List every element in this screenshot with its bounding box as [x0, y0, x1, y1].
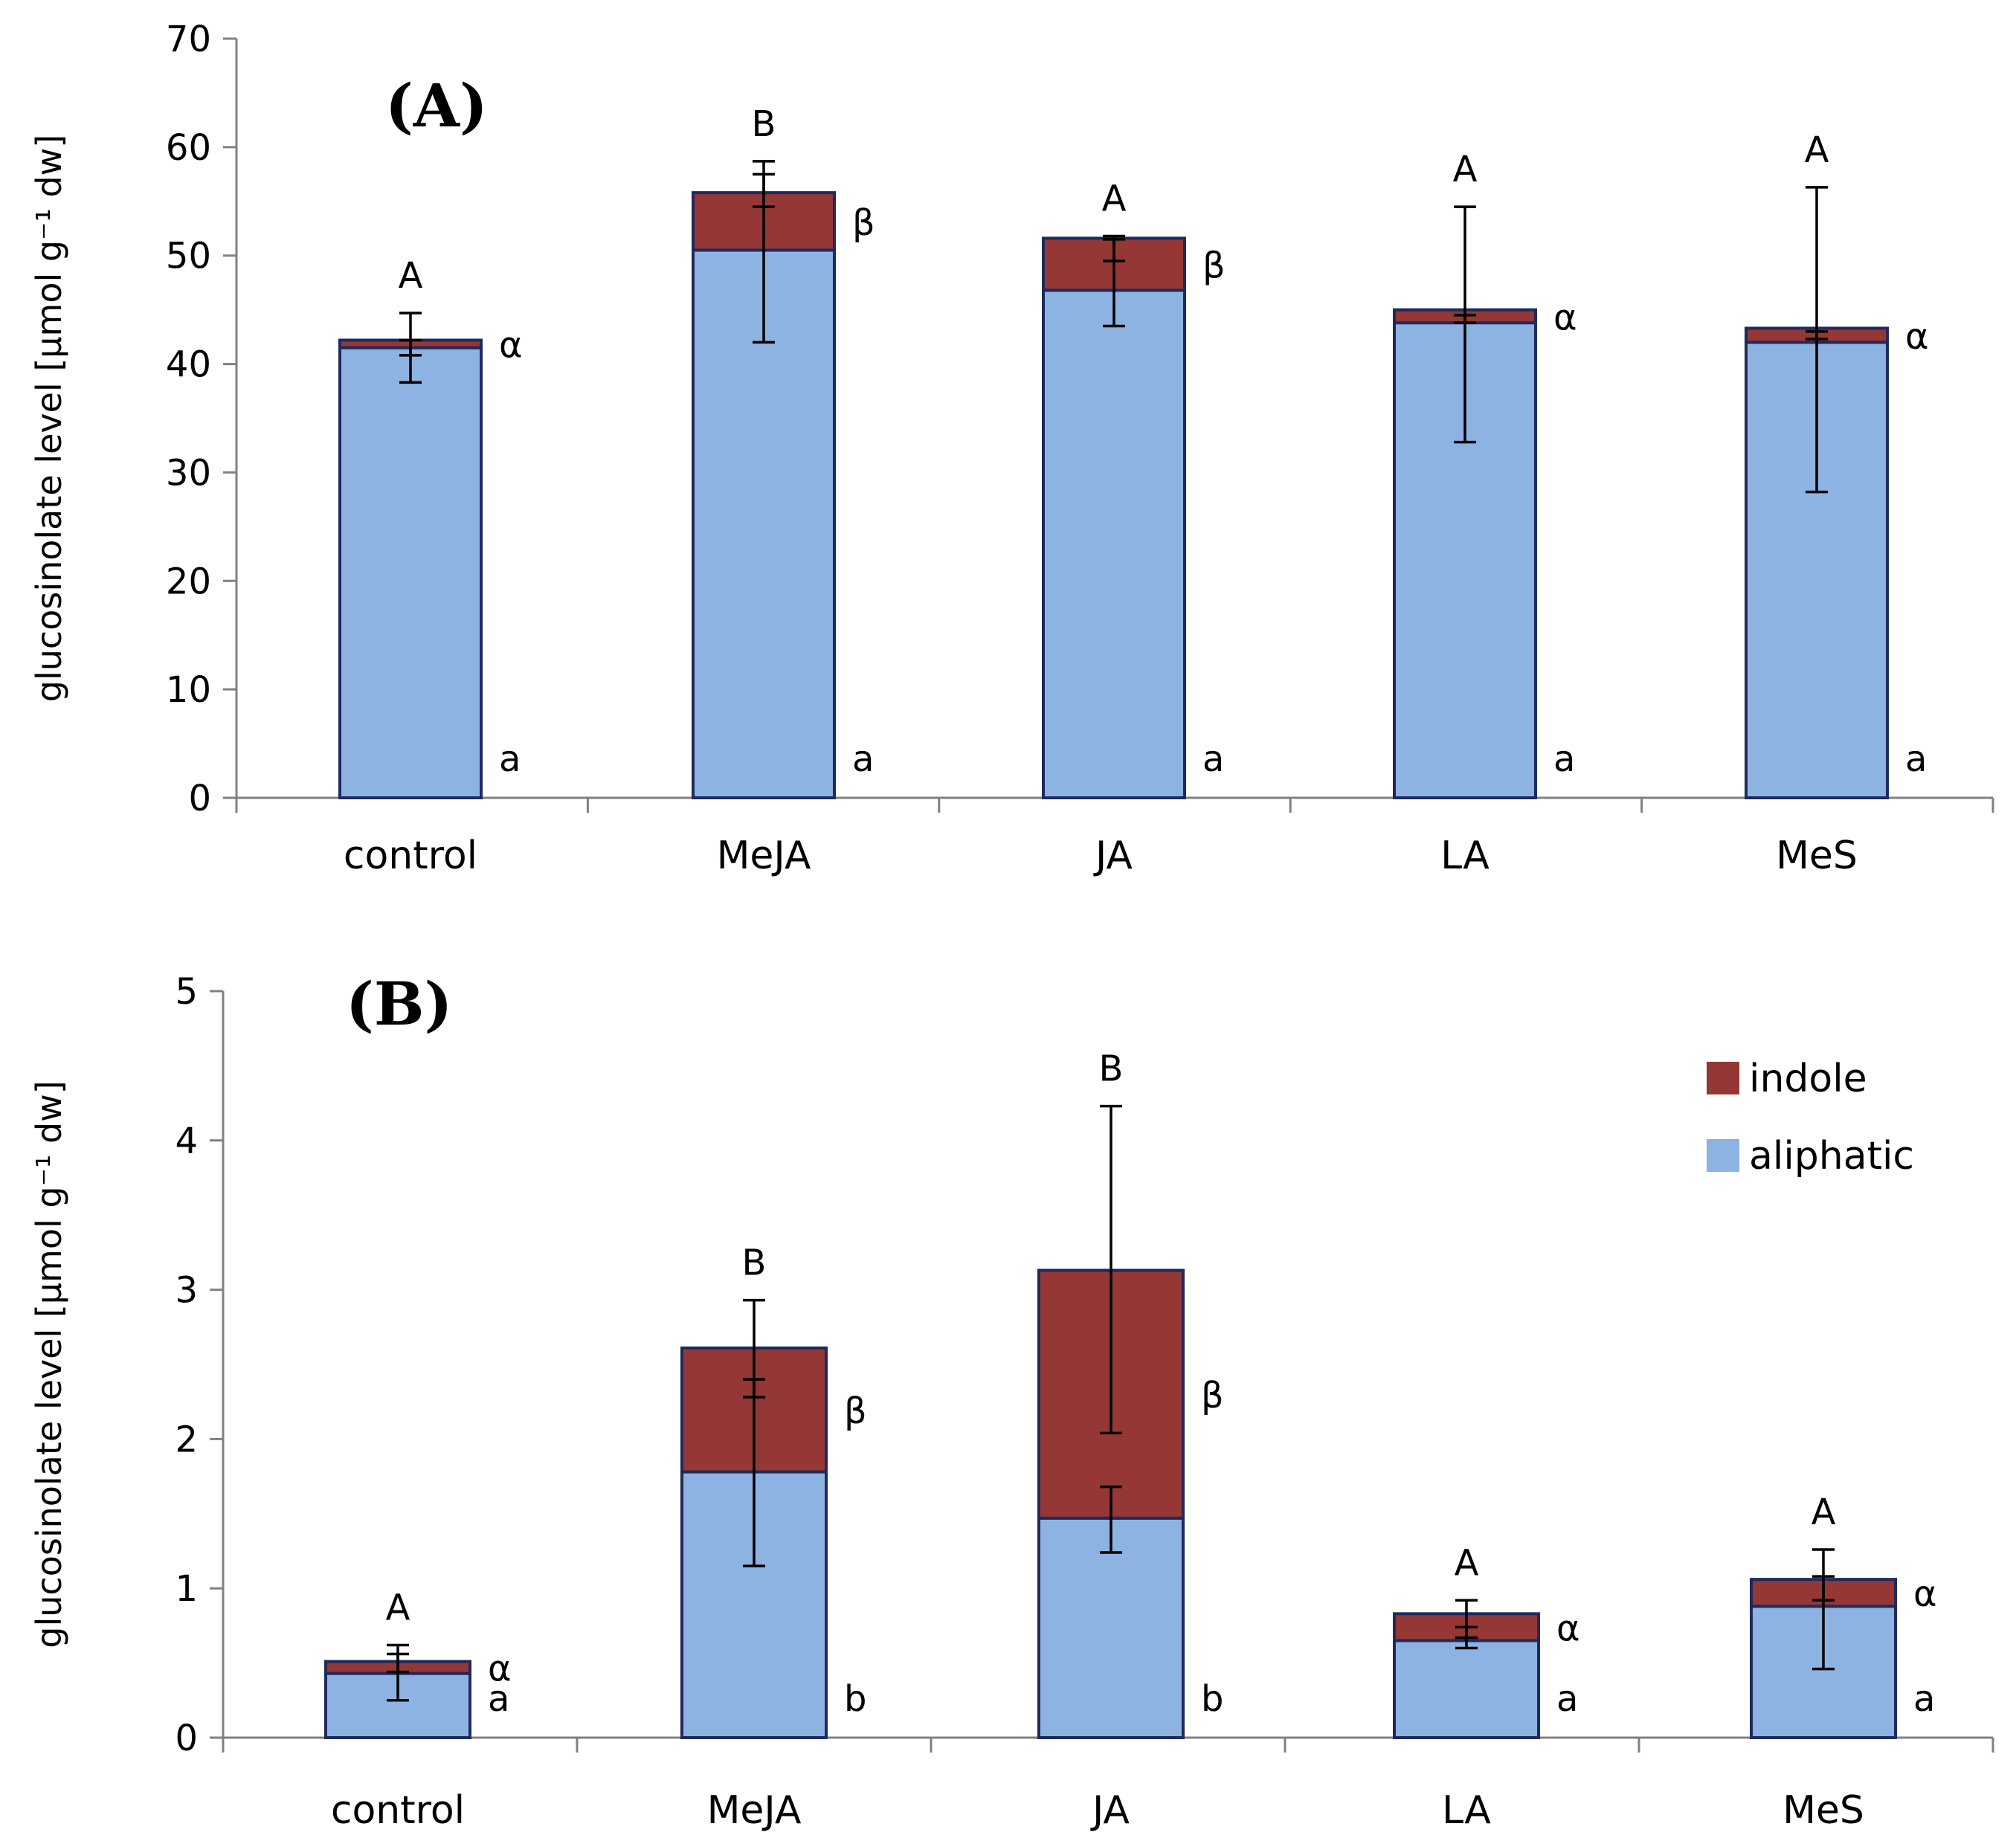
y-tick-label: 70	[166, 19, 211, 60]
x-category-label: JA	[1093, 834, 1133, 878]
bar-aliphatic-LA	[1393, 1639, 1540, 1739]
total-significance-letter: A	[1805, 129, 1829, 171]
panel-label: (A)	[385, 71, 488, 141]
x-category-label: MeS	[1782, 1788, 1864, 1833]
total-significance-letter: A	[399, 255, 423, 297]
total-significance-letter: B	[752, 103, 776, 145]
indole-significance-letter: α	[1905, 316, 1929, 358]
legend-swatch-aliphatic	[1707, 1139, 1739, 1172]
total-significance-letter: A	[386, 1587, 410, 1629]
indole-significance-letter: α	[488, 1648, 512, 1690]
total-significance-letter: A	[1811, 1492, 1836, 1533]
x-category-label: JA	[1090, 1788, 1130, 1833]
y-tick-label: 10	[166, 669, 211, 711]
aliphatic-significance-letter: a	[488, 1678, 509, 1720]
x-category-label: MeS	[1776, 834, 1858, 878]
y-tick-label: 2	[175, 1419, 198, 1460]
y-tick-label: 20	[166, 561, 211, 602]
aliphatic-significance-letter: a	[1553, 738, 1575, 780]
bar-aliphatic-JA	[1037, 1516, 1185, 1739]
aliphatic-significance-letter: a	[1913, 1678, 1935, 1720]
total-significance-letter: A	[1453, 149, 1478, 190]
panel-a: 0 10 20 30 40 50 60 70 glucosinolate level [µmol…	[29, 19, 1994, 878]
x-category-label: MeJA	[717, 834, 811, 878]
aliphatic-significance-letter: b	[844, 1678, 866, 1720]
indole-significance-letter: β	[1202, 245, 1226, 286]
x-category-label: MeJA	[707, 1788, 802, 1833]
x-category-label: LA	[1442, 1788, 1491, 1833]
bar-aliphatic-MeS	[1750, 1605, 1897, 1739]
y-tick-label: 5	[175, 971, 198, 1013]
panel-label: (B)	[346, 969, 452, 1039]
total-significance-letter: A	[1455, 1542, 1479, 1584]
total-significance-letter: B	[742, 1242, 767, 1284]
indole-significance-letter: α	[1913, 1573, 1937, 1615]
bar-aliphatic-control	[338, 346, 483, 799]
aliphatic-significance-letter: a	[852, 738, 874, 780]
y-tick-label: 1	[175, 1568, 198, 1610]
legend-label-indole: indole	[1749, 1057, 1867, 1101]
x-category-label: control	[331, 1788, 465, 1833]
bar-aliphatic-JA	[1042, 288, 1186, 800]
y-tick-label: 3	[175, 1270, 198, 1312]
y-tick-label: 0	[175, 1718, 198, 1759]
legend: indole aliphatic	[1707, 1057, 1914, 1179]
aliphatic-significance-letter: a	[1556, 1678, 1578, 1720]
indole-significance-letter: β	[844, 1390, 867, 1432]
y-tick-label: 30	[166, 452, 211, 494]
total-significance-letter: A	[1102, 178, 1127, 219]
indole-significance-letter: β	[852, 202, 875, 244]
x-category-label: control	[344, 834, 477, 878]
y-tick-label: 0	[188, 778, 211, 819]
indole-significance-letter: α	[1553, 297, 1577, 338]
total-significance-letter: B	[1099, 1048, 1124, 1090]
aliphatic-significance-letter: a	[1202, 738, 1224, 780]
legend-swatch-indole	[1707, 1062, 1739, 1094]
y-tick-label: 50	[166, 236, 211, 277]
indole-significance-letter: α	[499, 325, 523, 367]
panel-b: 0 1 2 3 4 5 glucosinolate level [µmol g⁻¹ dw] (…	[29, 969, 1994, 1833]
aliphatic-significance-letter: a	[1905, 738, 1927, 780]
indole-significance-letter: α	[1556, 1608, 1580, 1649]
y-tick-label: 60	[166, 127, 211, 169]
aliphatic-significance-letter: b	[1201, 1678, 1223, 1720]
legend-label-aliphatic: aliphatic	[1749, 1134, 1914, 1179]
y-tick-label: 40	[166, 344, 211, 386]
x-category-label: LA	[1440, 834, 1490, 878]
y-axis-title: glucosinolate level [µmol g⁻¹ dw]	[29, 135, 69, 702]
y-axis-title: glucosinolate level [µmol g⁻¹ dw]	[29, 1080, 69, 1648]
aliphatic-significance-letter: a	[499, 738, 521, 780]
y-tick-label: 4	[175, 1121, 198, 1162]
indole-significance-letter: β	[1201, 1375, 1224, 1416]
